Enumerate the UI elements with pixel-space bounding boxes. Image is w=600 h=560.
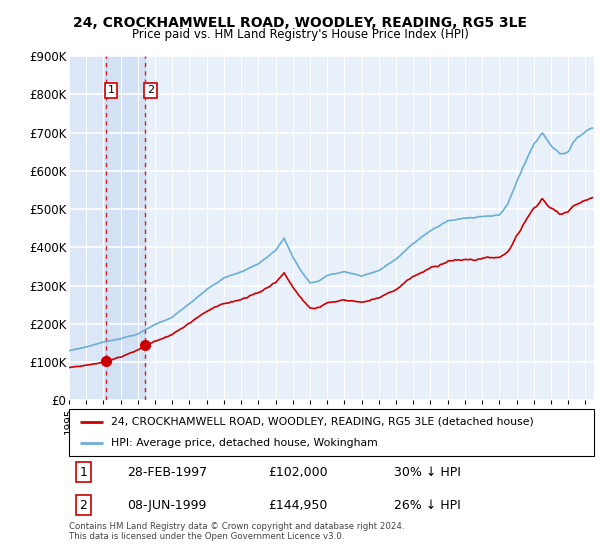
Text: 24, CROCKHAMWELL ROAD, WOODLEY, READING, RG5 3LE: 24, CROCKHAMWELL ROAD, WOODLEY, READING,… [73,16,527,30]
Text: £102,000: £102,000 [269,465,328,479]
Text: 1: 1 [107,86,115,95]
Text: 2: 2 [79,498,88,512]
Text: 1: 1 [79,465,88,479]
Text: Contains HM Land Registry data © Crown copyright and database right 2024.
This d: Contains HM Land Registry data © Crown c… [69,522,404,542]
Text: 30% ↓ HPI: 30% ↓ HPI [395,465,461,479]
Text: 2: 2 [147,86,154,95]
Text: 28-FEB-1997: 28-FEB-1997 [127,465,207,479]
Text: 08-JUN-1999: 08-JUN-1999 [127,498,206,512]
Bar [69,56,106,400]
Text: 24, CROCKHAMWELL ROAD, WOODLEY, READING, RG5 3LE (detached house): 24, CROCKHAMWELL ROAD, WOODLEY, READING,… [111,417,534,427]
Bar [106,56,145,400]
Text: £144,950: £144,950 [269,498,328,512]
Text: HPI: Average price, detached house, Wokingham: HPI: Average price, detached house, Woki… [111,438,378,448]
Text: 26% ↓ HPI: 26% ↓ HPI [395,498,461,512]
FancyBboxPatch shape [69,409,594,456]
Text: Price paid vs. HM Land Registry's House Price Index (HPI): Price paid vs. HM Land Registry's House … [131,28,469,41]
